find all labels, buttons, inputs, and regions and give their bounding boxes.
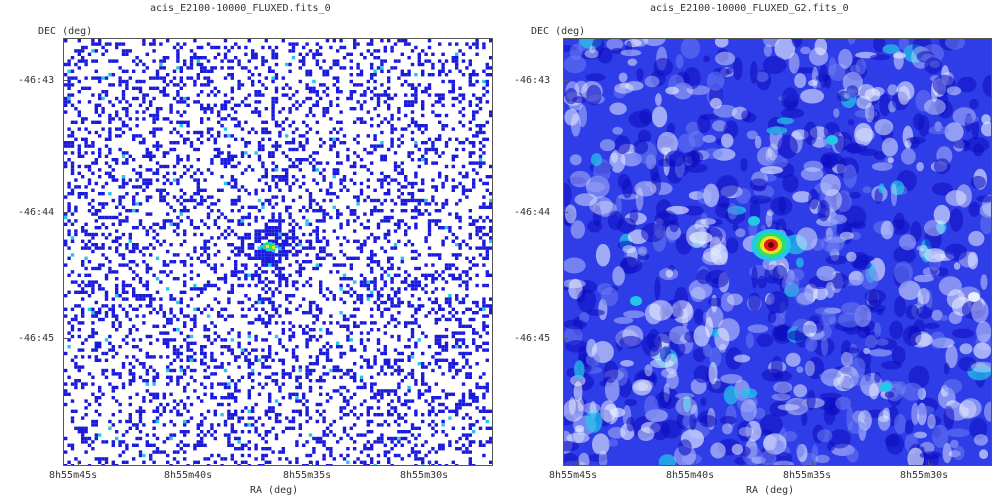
left-ylabel: DEC (deg) [38, 26, 93, 37]
left-ra-tick [312, 461, 313, 465]
right-ra-tick-label: 8h55m45s [549, 470, 598, 481]
source-contour [768, 242, 774, 248]
left-ra-tick-label: 8h55m40s [164, 470, 213, 481]
right-dec-tick [564, 80, 568, 81]
source-pixel [263, 246, 267, 250]
source-pixel [275, 245, 279, 249]
left-sparse-counts-image [64, 39, 492, 465]
source-pixel [269, 248, 273, 252]
source-pixel [272, 246, 276, 250]
source-pixel [269, 245, 273, 249]
source-pixel [263, 243, 267, 247]
left-image-frame[interactable] [63, 38, 493, 466]
source-pixel [266, 242, 270, 246]
right-panel-title: acis_E2100-10000_FLUXED_G2.fits_0 [650, 3, 849, 14]
source-pixel [272, 249, 276, 253]
right-ra-tick-label: 8h55m35s [783, 470, 832, 481]
right-dec-tick-label: -46:44 [514, 207, 551, 218]
left-dec-tick-label: -46:44 [18, 207, 55, 218]
right-image-frame[interactable] [563, 38, 992, 466]
right-ylabel: DEC (deg) [531, 26, 586, 37]
left-ra-tick [193, 461, 194, 465]
right-ra-tick [812, 461, 813, 465]
right-dec-tick-label: -46:43 [514, 75, 551, 86]
left-ra-tick-label: 8h55m35s [283, 470, 332, 481]
source-pixel [266, 248, 270, 252]
left-panel-title: acis_E2100-10000_FLUXED.fits_0 [150, 3, 331, 14]
right-dec-tick [564, 212, 568, 213]
right-smoothed-image [564, 39, 991, 465]
left-dec-tick-label: -46:45 [18, 333, 55, 344]
left-dec-tick [64, 338, 68, 339]
left-dec-tick-label: -46:43 [18, 75, 55, 86]
left-ra-tick [78, 461, 79, 465]
source-pixel [260, 245, 264, 249]
right-xlabel: RA (deg) [746, 485, 795, 496]
right-ra-tick-label: 8h55m30s [900, 470, 949, 481]
left-ra-tick-label: 8h55m30s [400, 470, 449, 481]
right-dec-tick-label: -46:45 [514, 333, 551, 344]
source-pixel [266, 245, 270, 249]
left-xlabel: RA (deg) [250, 485, 299, 496]
right-ra-tick [695, 461, 696, 465]
left-dec-tick [64, 80, 68, 81]
left-ra-tick [429, 461, 430, 465]
right-ra-tick-label: 8h55m40s [666, 470, 715, 481]
source-pixel [278, 247, 282, 251]
right-ra-tick [578, 461, 579, 465]
right-dec-tick [564, 338, 568, 339]
source-pixel [272, 243, 276, 247]
left-ra-tick-label: 8h55m45s [49, 470, 98, 481]
left-dec-tick [64, 212, 68, 213]
source-pixel [269, 242, 273, 246]
right-ra-tick [928, 461, 929, 465]
